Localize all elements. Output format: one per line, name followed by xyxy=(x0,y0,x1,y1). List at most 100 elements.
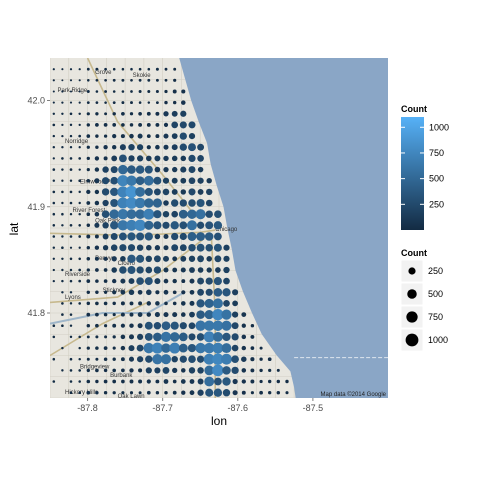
data-point xyxy=(95,379,99,384)
data-point xyxy=(104,78,107,82)
data-point xyxy=(78,279,82,283)
size-legend-label: 500 xyxy=(428,289,443,299)
data-point xyxy=(189,379,195,384)
data-point xyxy=(128,155,135,162)
data-point xyxy=(179,199,187,207)
data-point xyxy=(222,377,231,386)
data-point xyxy=(69,190,73,194)
data-point xyxy=(241,379,246,384)
data-point xyxy=(163,133,169,139)
data-point xyxy=(103,391,108,395)
data-point xyxy=(172,367,178,374)
data-point xyxy=(119,244,127,252)
data-point xyxy=(78,357,81,361)
data-point xyxy=(78,190,81,194)
data-point xyxy=(86,123,91,127)
data-point xyxy=(162,366,170,374)
data-point xyxy=(196,333,205,341)
basemap-label: Bridgeview xyxy=(80,364,110,370)
data-point xyxy=(241,368,247,373)
data-point xyxy=(163,111,169,117)
data-point xyxy=(163,379,169,384)
basemap-label: Norridge xyxy=(65,139,89,145)
data-point xyxy=(61,201,64,205)
data-point xyxy=(78,257,81,261)
data-point xyxy=(119,266,127,274)
data-point xyxy=(69,335,73,339)
data-point xyxy=(95,145,99,149)
data-point xyxy=(171,188,178,195)
data-point xyxy=(179,221,188,230)
data-point xyxy=(121,391,125,395)
data-point xyxy=(95,134,99,138)
data-point xyxy=(197,143,205,151)
data-point xyxy=(109,209,119,219)
data-point xyxy=(181,290,186,295)
y-axis: 41.8 41.9 42.0 xyxy=(27,96,50,318)
data-point xyxy=(52,235,56,238)
data-point xyxy=(52,279,55,283)
data-point xyxy=(137,333,144,340)
data-point xyxy=(187,209,197,219)
data-point xyxy=(241,334,247,340)
data-point xyxy=(204,376,215,387)
data-point xyxy=(146,379,151,384)
data-point xyxy=(110,244,118,251)
data-point xyxy=(104,67,107,71)
highway-line xyxy=(50,301,148,357)
data-point xyxy=(153,321,162,330)
basemap-label: Elmwood Park xyxy=(80,179,120,185)
data-point xyxy=(179,143,187,151)
data-point xyxy=(212,320,224,331)
data-point xyxy=(112,335,116,339)
data-point xyxy=(112,123,117,127)
data-point xyxy=(268,368,272,373)
data-point xyxy=(78,346,81,350)
data-point xyxy=(136,344,144,352)
data-point xyxy=(196,299,205,308)
data-point xyxy=(104,324,108,328)
data-point xyxy=(164,67,168,71)
data-point xyxy=(250,324,255,328)
data-point xyxy=(181,368,186,373)
data-point xyxy=(155,89,159,94)
data-point xyxy=(163,245,169,251)
data-point xyxy=(196,310,205,319)
data-point xyxy=(86,189,91,195)
data-point xyxy=(52,257,55,260)
data-point xyxy=(120,312,125,317)
data-point xyxy=(250,391,254,395)
data-point xyxy=(171,244,179,252)
data-point xyxy=(103,134,108,138)
data-point xyxy=(189,311,195,318)
data-point xyxy=(153,210,162,219)
size-legend-dot xyxy=(406,311,418,323)
data-point xyxy=(117,208,129,220)
data-point xyxy=(120,323,125,328)
data-point xyxy=(104,101,107,104)
data-point xyxy=(130,67,133,71)
data-point xyxy=(102,245,109,251)
data-point xyxy=(172,379,177,384)
data-point xyxy=(221,353,232,365)
data-point xyxy=(61,313,64,316)
data-point xyxy=(95,368,99,373)
data-point xyxy=(285,379,289,384)
data-point xyxy=(121,368,125,373)
data-point xyxy=(181,390,186,395)
data-point xyxy=(134,197,146,209)
data-point xyxy=(120,334,126,340)
data-point xyxy=(223,277,230,285)
data-point xyxy=(134,219,146,231)
data-point xyxy=(197,177,204,184)
basemap-label: Skokie xyxy=(133,73,152,79)
data-point xyxy=(86,90,90,93)
color-legend: Count 250 500 750 1000 xyxy=(401,104,449,230)
data-point xyxy=(241,345,247,351)
data-point xyxy=(181,312,186,317)
data-point xyxy=(95,301,99,306)
size-legend-dot xyxy=(407,289,417,299)
data-point xyxy=(154,155,161,162)
data-point xyxy=(155,101,159,105)
